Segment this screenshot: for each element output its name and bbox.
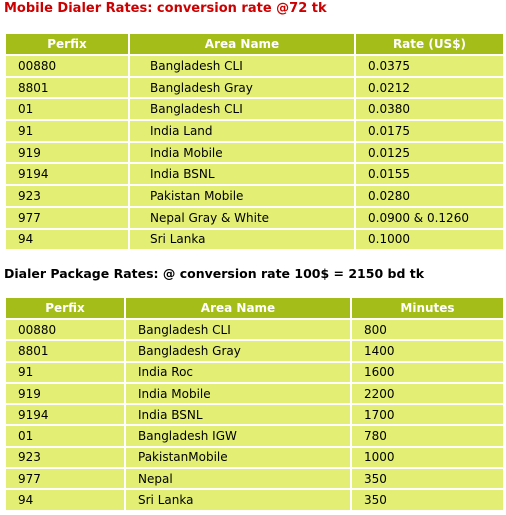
cell-minutes: 350 bbox=[352, 469, 503, 489]
cell-prefix: 8801 bbox=[6, 77, 128, 98]
cell-prefix: 9194 bbox=[6, 164, 128, 185]
cell-minutes: 1000 bbox=[352, 447, 503, 468]
package-rates-table: Perfix Area Name Minutes 00880 Bangladesh… bbox=[4, 296, 505, 512]
cell-area-name: Bangladesh CLI bbox=[130, 99, 354, 120]
table-header-row: Perfix Area Name Minutes bbox=[6, 298, 503, 318]
table-row: 91 India Roc 1600 bbox=[6, 362, 503, 382]
cell-area-name: Sri Lanka bbox=[126, 490, 350, 510]
cell-area-name: India BSNL bbox=[126, 405, 350, 425]
cell-area-name: Nepal bbox=[126, 469, 350, 489]
mobile-rates-table: Perfix Area Name Rate (US$) 00880 Banglad… bbox=[4, 32, 505, 251]
cell-minutes: 1700 bbox=[352, 405, 503, 425]
column-header-minutes: Minutes bbox=[352, 298, 503, 318]
cell-area-name: India Mobile bbox=[126, 383, 350, 404]
cell-area-name: Bangladesh Gray bbox=[126, 341, 350, 361]
table-row: 01 Bangladesh CLI 0.0380 bbox=[6, 99, 503, 120]
cell-area-name: Bangladesh CLI bbox=[126, 320, 350, 340]
column-header-area-name: Area Name bbox=[126, 298, 350, 318]
table-row: 00880 Bangladesh CLI 800 bbox=[6, 320, 503, 340]
cell-rate: 0.0375 bbox=[356, 56, 503, 76]
cell-prefix: 8801 bbox=[6, 341, 124, 361]
cell-prefix: 923 bbox=[6, 186, 128, 206]
cell-prefix: 977 bbox=[6, 469, 124, 489]
cell-rate: 0.0900 & 0.1260 bbox=[356, 207, 503, 228]
cell-prefix: 923 bbox=[6, 447, 124, 468]
cell-prefix: 00880 bbox=[6, 56, 128, 76]
table-row: 00880 Bangladesh CLI 0.0375 bbox=[6, 56, 503, 76]
column-header-prefix: Perfix bbox=[6, 298, 124, 318]
cell-prefix: 94 bbox=[6, 490, 124, 510]
table-row: 977 Nepal 350 bbox=[6, 469, 503, 489]
column-header-prefix: Perfix bbox=[6, 34, 128, 54]
cell-area-name: Bangladesh Gray bbox=[130, 77, 354, 98]
cell-area-name: India Land bbox=[130, 121, 354, 141]
cell-minutes: 350 bbox=[352, 490, 503, 510]
cell-prefix: 01 bbox=[6, 426, 124, 446]
cell-minutes: 2200 bbox=[352, 383, 503, 404]
cell-prefix: 9194 bbox=[6, 405, 124, 425]
table-row: 9194 India BSNL 0.0155 bbox=[6, 164, 503, 185]
cell-area-name: Bangladesh CLI bbox=[130, 56, 354, 76]
cell-rate: 0.0175 bbox=[356, 121, 503, 141]
table-row: 923 Pakistan Mobile 0.0280 bbox=[6, 186, 503, 206]
cell-area-name: India BSNL bbox=[130, 164, 354, 185]
cell-prefix: 00880 bbox=[6, 320, 124, 340]
cell-area-name: Bangladesh IGW bbox=[126, 426, 350, 446]
cell-rate: 0.0280 bbox=[356, 186, 503, 206]
column-header-rate: Rate (US$) bbox=[356, 34, 503, 54]
cell-prefix: 94 bbox=[6, 229, 128, 250]
table-header-row: Perfix Area Name Rate (US$) bbox=[6, 34, 503, 54]
table-row: 8801 Bangladesh Gray 0.0212 bbox=[6, 77, 503, 98]
cell-prefix: 91 bbox=[6, 362, 124, 382]
table-row: 9194 India BSNL 1700 bbox=[6, 405, 503, 425]
cell-area-name: PakistanMobile bbox=[126, 447, 350, 468]
cell-rate: 0.0125 bbox=[356, 142, 503, 163]
column-header-area-name: Area Name bbox=[130, 34, 354, 54]
package-rates-title: Dialer Package Rates: @ conversion rate … bbox=[4, 266, 425, 281]
cell-area-name: Sri Lanka bbox=[130, 229, 354, 250]
cell-minutes: 1400 bbox=[352, 341, 503, 361]
table-row: 91 India Land 0.0175 bbox=[6, 121, 503, 141]
table-row: 94 Sri Lanka 350 bbox=[6, 490, 503, 510]
table-row: 977 Nepal Gray & White 0.0900 & 0.1260 bbox=[6, 207, 503, 228]
cell-prefix: 01 bbox=[6, 99, 128, 120]
cell-minutes: 1600 bbox=[352, 362, 503, 382]
cell-rate: 0.0212 bbox=[356, 77, 503, 98]
cell-area-name: India Roc bbox=[126, 362, 350, 382]
table-row: 919 India Mobile 0.0125 bbox=[6, 142, 503, 163]
table-row: 919 India Mobile 2200 bbox=[6, 383, 503, 404]
cell-area-name: Nepal Gray & White bbox=[130, 207, 354, 228]
cell-area-name: India Mobile bbox=[130, 142, 354, 163]
cell-rate: 0.1000 bbox=[356, 229, 503, 250]
cell-rate: 0.0155 bbox=[356, 164, 503, 185]
table-row: 01 Bangladesh IGW 780 bbox=[6, 426, 503, 446]
table-row: 8801 Bangladesh Gray 1400 bbox=[6, 341, 503, 361]
cell-prefix: 91 bbox=[6, 121, 128, 141]
cell-minutes: 780 bbox=[352, 426, 503, 446]
cell-prefix: 919 bbox=[6, 383, 124, 404]
cell-minutes: 800 bbox=[352, 320, 503, 340]
table-row: 94 Sri Lanka 0.1000 bbox=[6, 229, 503, 250]
cell-rate: 0.0380 bbox=[356, 99, 503, 120]
table-row: 923 PakistanMobile 1000 bbox=[6, 447, 503, 468]
cell-prefix: 919 bbox=[6, 142, 128, 163]
cell-area-name: Pakistan Mobile bbox=[130, 186, 354, 206]
mobile-rates-title: Mobile Dialer Rates: conversion rate @72… bbox=[4, 1, 327, 16]
cell-prefix: 977 bbox=[6, 207, 128, 228]
